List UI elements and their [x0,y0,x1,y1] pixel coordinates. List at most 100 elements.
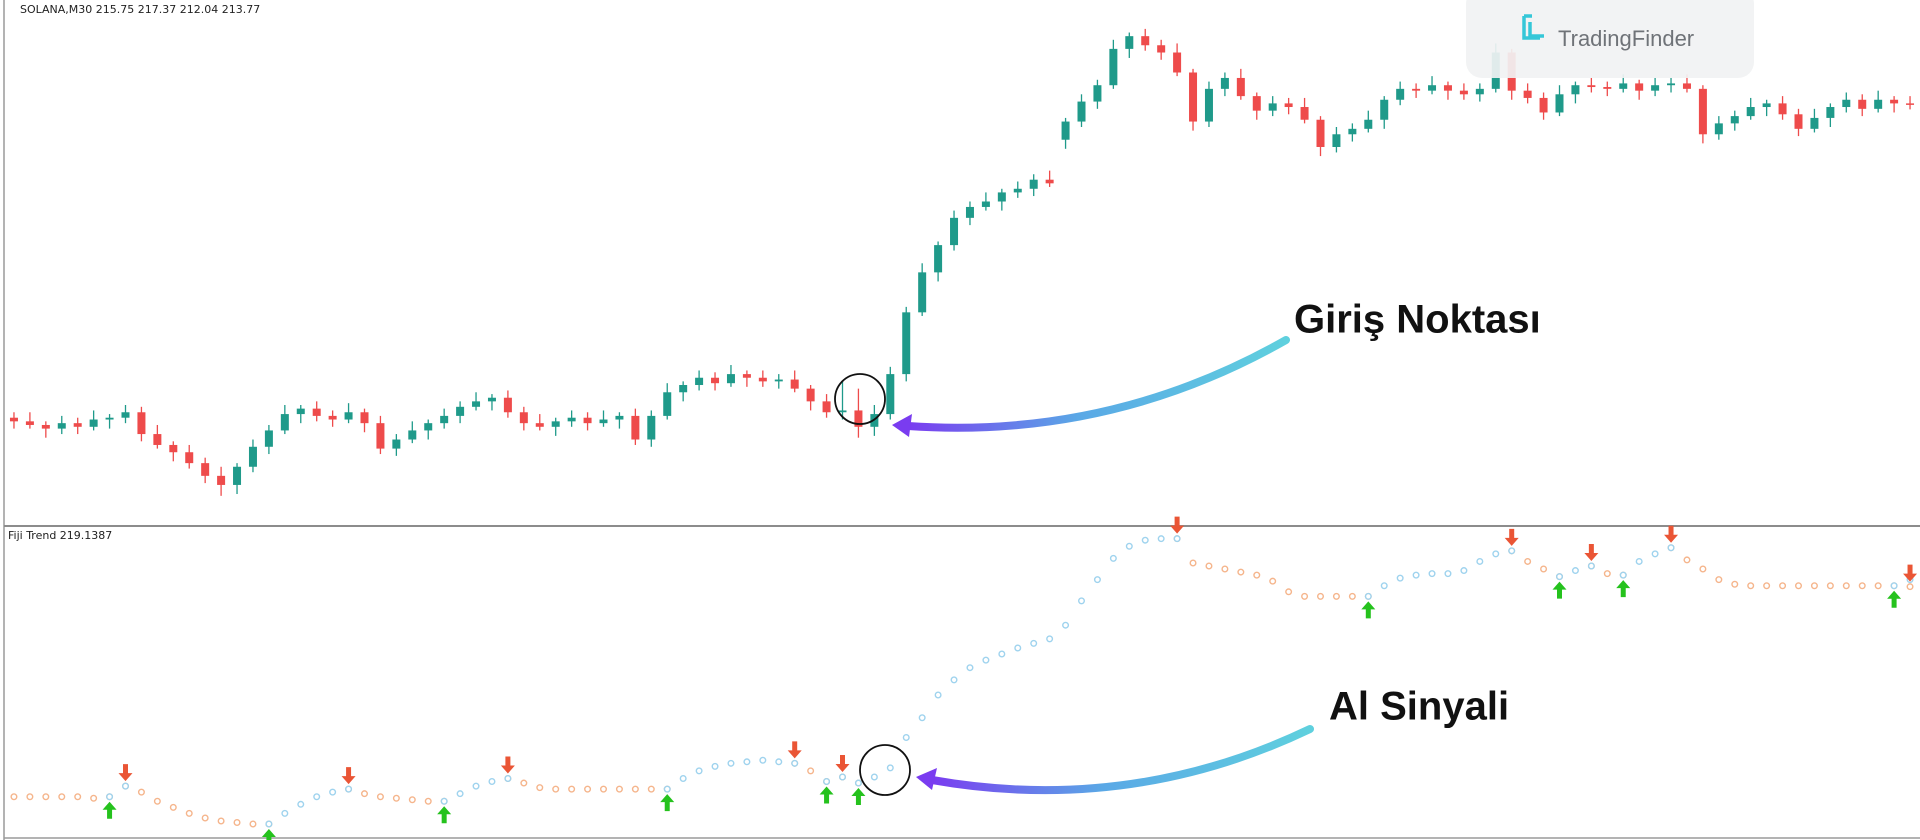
trend-dot [10,793,18,801]
buy-arrow [819,786,834,804]
candle-body [1045,179,1054,184]
candle-body [1555,94,1564,113]
trend-dot [663,785,671,793]
trend-dot [1571,567,1579,575]
candle-body [1571,85,1580,95]
candle-body [1380,99,1389,120]
trend-dot [1348,592,1356,600]
trend-dot [1858,582,1866,590]
trend-dot [1285,588,1293,596]
candle-body [1300,107,1309,120]
candle-body [918,272,927,313]
candle-body [663,392,672,416]
trend-dot [106,793,114,801]
candle-body [312,408,321,416]
sell-arrow [118,764,133,782]
candle-body [1794,114,1803,129]
candle-body [1475,88,1484,95]
candle-body [551,421,560,427]
trend-dot [695,767,703,775]
trend-dot [711,762,719,770]
candle-body [806,388,815,402]
trend-dot [1332,592,1340,600]
candle-body [1412,88,1421,91]
trend-dot [1890,582,1898,590]
candle-body [1635,83,1644,91]
trend-dot [1380,582,1388,590]
candle-body [519,412,528,424]
trend-dot [1810,582,1818,590]
candle-body [711,377,720,384]
candle-body [105,417,114,420]
candle-body [726,374,735,384]
signal-arrow [928,725,1314,795]
entry-circle [834,373,886,425]
trend-dot [1364,592,1372,600]
candle-body [296,408,305,415]
trend-dot [647,785,655,793]
candle-body [1316,119,1325,147]
trend-dot [536,784,544,792]
candle-body [950,217,959,246]
trend-dot [1603,570,1611,578]
sell-arrow [1170,516,1185,534]
candle-body [1459,90,1468,95]
candle-body [965,206,974,218]
candle-body [344,412,353,420]
candle-body [1125,36,1134,49]
candle-body [1746,107,1755,117]
candle-body [1667,83,1676,86]
candle-body [89,419,98,427]
trend-dot [137,788,145,796]
trend-dot [1316,592,1324,600]
sell-arrow [835,754,850,772]
candle-body [886,374,895,415]
candle-body [1906,103,1915,105]
candle-body [1141,36,1150,46]
trend-dot [281,809,289,817]
trend-dot [329,788,337,796]
entry-arrowhead [892,414,912,437]
trend-dot [1524,557,1532,565]
candle-body [185,452,194,464]
watermark-logo [1522,14,1544,40]
trend-dot [1428,570,1436,578]
trend-dot [1030,639,1038,647]
trend-dot [870,773,878,781]
candle-body [328,415,337,420]
trend-dot [1077,597,1085,605]
entry-label: Giriş Noktası [1294,298,1541,342]
trend-dot [1763,582,1771,590]
trend-dot [1651,550,1659,558]
trend-dot [807,767,815,775]
candle-body [360,412,369,424]
trend-dot [1189,559,1197,567]
candle-body [997,192,1006,202]
candle-body [854,410,863,427]
trend-dot [297,800,305,808]
candle-body [1730,116,1739,124]
trend-dot [1046,635,1054,643]
signal-label: Al Sinyali [1329,685,1509,729]
trend-dot [376,793,384,801]
candle-body [758,377,767,382]
sell-arrow [341,767,356,785]
trend-dot [74,793,82,801]
candle-body [1826,107,1835,118]
candle-body [1268,103,1277,111]
candle-body [567,417,576,422]
trend-dot [775,758,783,766]
candle-body [137,412,146,435]
candle-body [1762,103,1771,108]
trend-dot [153,797,161,805]
candle-body [1109,48,1118,86]
entry-arrow [904,336,1290,432]
candle-body [1539,97,1548,113]
trend-dot [1301,592,1309,600]
candle-body [217,475,226,485]
trend-dot [1476,557,1484,565]
trend-dot [265,820,273,828]
candle-body [742,374,751,378]
trend-dot [1794,582,1802,590]
trend-dot [472,782,480,790]
